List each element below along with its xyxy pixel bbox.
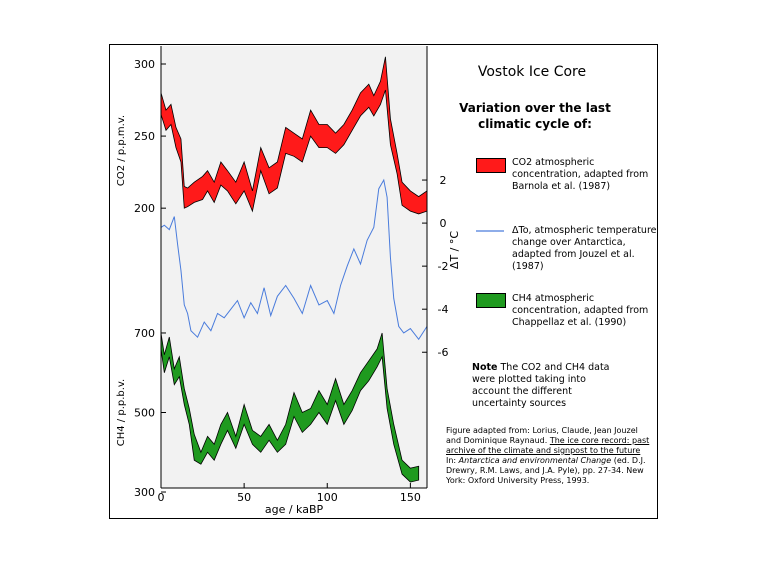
temp-tick-label: 2 (440, 174, 447, 187)
temp-legend-text: ΔTo, atmospheric temperature change over… (512, 225, 657, 272)
temperature-line (160, 178, 428, 341)
ch4-tick-label: 700 (134, 327, 155, 340)
source-in: In: (446, 456, 457, 465)
temp-tick-label: -6 (438, 346, 449, 359)
co2-legend-swatch (476, 158, 506, 173)
source-article: The ice core record: past archive of the… (446, 436, 650, 455)
source-prefix: Figure adapted from: Lorius, Claude, Jea… (446, 426, 638, 445)
ch4-band (160, 332, 420, 483)
note-text: The CO2 and CH4 data were plotted taking… (472, 362, 610, 409)
co2-axis-label: CO2 / p.p.m.v. (116, 115, 127, 186)
ch4-tick-label: 500 (134, 407, 155, 420)
source-rest: (ed. D.J. Drewry, R.M. Laws, and J.A. Py… (446, 456, 646, 485)
ch4-series (160, 332, 420, 483)
source-block: Figure adapted from: Lorius, Claude, Jea… (446, 426, 651, 486)
co2-legend-text: CO2 atmospheric concentration, adapted f… (512, 157, 649, 192)
x-tick-label: 100 (317, 491, 338, 504)
chart-subtitle: Variation over the last climatic cycle o… (459, 101, 611, 131)
temperature-series (160, 178, 428, 341)
axes: 0 50 100 150 age / kaBP 200 250 300 CO2 / p.p.m.… (116, 46, 461, 516)
note-label: Note (472, 362, 498, 373)
temp-tick-label: -4 (438, 303, 449, 316)
temp-axis-label: ΔT / °C (448, 231, 461, 269)
ch4-axis-label: CH4 / p.p.b.v. (116, 379, 127, 447)
x-tick-label: 50 (237, 491, 251, 504)
chart-title: Vostok Ice Core (477, 64, 587, 80)
co2-tick-label: 200 (134, 202, 155, 215)
ch4-legend-swatch (476, 293, 506, 308)
ch4-tick-label: 300 (134, 486, 155, 499)
source-book: Antarctica and environmental Change (458, 456, 612, 465)
x-axis-label: age / kaBP (265, 503, 324, 516)
note-block: Note The CO2 and CH4 data were plotted t… (472, 362, 622, 410)
temp-tick-label: 0 (440, 217, 447, 230)
x-tick-label: 150 (400, 491, 421, 504)
co2-tick-label: 300 (134, 58, 155, 71)
ch4-legend-text: CH4 atmospheric concentration, adapted f… (512, 293, 649, 328)
temp-tick-label: -2 (438, 260, 449, 273)
co2-tick-label: 250 (134, 130, 155, 143)
x-tick-label: 0 (158, 491, 165, 504)
